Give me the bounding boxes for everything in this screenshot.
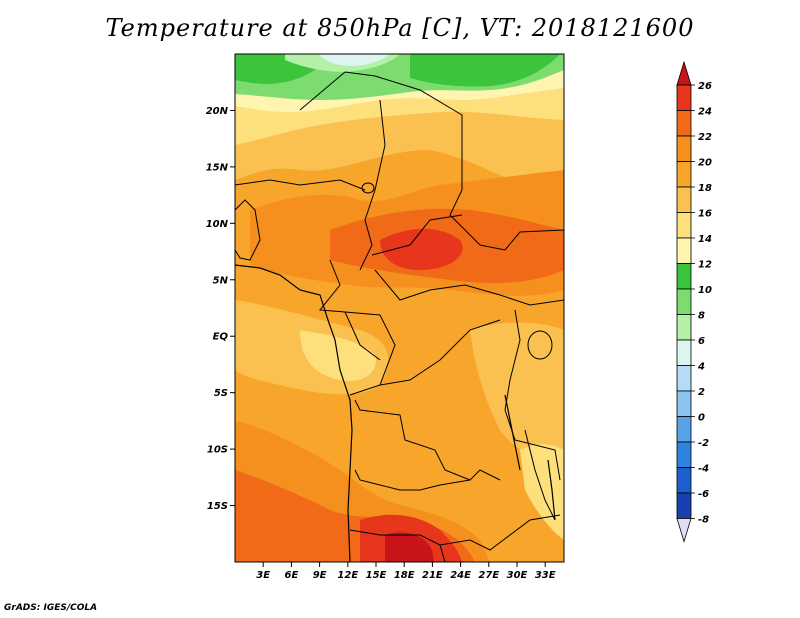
latitude-axis: 20N 15N 10N 5N EQ 5S 10S 15S [206, 106, 235, 512]
colorbar-label: 4 [697, 362, 705, 373]
colorbar-swatch [676, 467, 692, 494]
colorbar-swatch [676, 441, 692, 468]
lat-tick-label: 15N [206, 162, 229, 173]
colorbar-label: -6 [698, 489, 709, 500]
colorbar-label: -4 [698, 464, 709, 475]
lat-tick-label: 10S [207, 445, 228, 456]
lake-victoria [527, 330, 553, 360]
field-band-28-south [385, 532, 434, 562]
coastline-west-bulge [235, 199, 261, 261]
plot-title: Temperature at 850hPa [C], VT: 201812160… [105, 14, 695, 42]
colorbar-swatch [676, 84, 692, 111]
colorbar-label: 10 [698, 285, 712, 296]
longitude-axis: 3E 6E 9E 12E 15E 18E 21E 24E 27E 30E 33E [256, 562, 556, 581]
boundary-cameroon-gabon [319, 259, 381, 361]
boundary-niger-nigeria [235, 179, 366, 191]
colorbar-label: 14 [698, 234, 712, 245]
boundary-drc-east [504, 309, 561, 481]
country-boundaries [235, 71, 564, 562]
colorbar-swatch [676, 339, 692, 366]
field-band-26-north [380, 228, 463, 270]
temperature-field [235, 54, 564, 562]
lake-chad [361, 182, 375, 194]
colorbar-swatch [676, 390, 692, 417]
colorbar-swatch [676, 237, 692, 264]
lon-tick-label: 21E [422, 570, 443, 581]
boundary-angola-zambia [354, 469, 471, 491]
lat-tick-label: 20N [206, 106, 229, 117]
boundary-chad-car [371, 214, 463, 256]
lon-tick-label: 9E [313, 570, 327, 581]
colorbar-label: 6 [698, 336, 705, 347]
colorbar-swatch [676, 161, 692, 188]
colorbar-swatch [676, 288, 692, 315]
colorbar-label: 8 [698, 311, 705, 322]
lon-tick-label: 27E [478, 570, 499, 581]
colorbar-swatch [676, 263, 692, 290]
boundary-libya-niger-chad [299, 71, 463, 190]
lon-tick-label: 33E [535, 570, 556, 581]
boundary-south [439, 544, 446, 562]
boundary-malawi [524, 429, 556, 521]
lat-tick-label: 10N [206, 219, 229, 230]
lat-tick-label: 15S [207, 501, 228, 512]
lat-tick-label: EQ [213, 332, 229, 343]
boundary-namibia-botswana [349, 514, 561, 551]
lon-tick-label: 24E [450, 570, 471, 581]
colorbar-swatch [676, 416, 692, 443]
lon-tick-label: 15E [366, 570, 387, 581]
colorbar-label: -2 [698, 438, 709, 449]
coastline [235, 264, 353, 562]
colorbar-label: 18 [698, 183, 712, 194]
lon-tick-label: 18E [394, 570, 415, 581]
colorbar-label: 26 [698, 81, 712, 92]
boundary-congo [344, 311, 396, 396]
lon-tick-label: 6E [285, 570, 299, 581]
colorbar-swatch [676, 212, 692, 239]
colorbar-swatch [676, 492, 692, 519]
lon-tick-label: 30E [507, 570, 528, 581]
colorbar-label: 22 [698, 132, 712, 143]
colorbar-label: 2 [698, 387, 705, 398]
lake-malawi [547, 459, 556, 521]
boundary-car-drc [374, 269, 564, 306]
map-frame [234, 53, 565, 563]
colorbar-swatch [676, 365, 692, 392]
colorbar-bottom-arrow [676, 518, 692, 543]
boundary-drc-north [379, 319, 501, 386]
field-band-12-east [410, 54, 560, 87]
lon-tick-label: 12E [337, 570, 358, 581]
colorbar-label: 12 [698, 260, 712, 271]
colorbar-swatch [676, 135, 692, 162]
credit-text: GrADS: IGES/COLA [4, 603, 98, 613]
boundary-niger-chad [359, 99, 386, 271]
colorbar-label: -8 [698, 515, 709, 526]
field-band-6 [320, 54, 390, 66]
boundary-angola-drc [354, 399, 501, 481]
lon-tick-label: 3E [256, 570, 270, 581]
colorbar-label: 16 [698, 209, 712, 220]
colorbar-label: 0 [698, 413, 705, 424]
colorbar-top-arrow [676, 60, 692, 86]
lat-tick-label: 5N [213, 275, 229, 286]
boundary-chad-sudan [449, 189, 564, 251]
colorbar-swatch [676, 186, 692, 213]
colorbar-swatch [676, 314, 692, 341]
colorbar-label: 24 [698, 107, 712, 118]
colorbar-label: 20 [698, 158, 712, 169]
lat-tick-label: 5S [214, 388, 228, 399]
lake-tanganyika [504, 394, 521, 471]
colorbar-swatch [676, 110, 692, 137]
